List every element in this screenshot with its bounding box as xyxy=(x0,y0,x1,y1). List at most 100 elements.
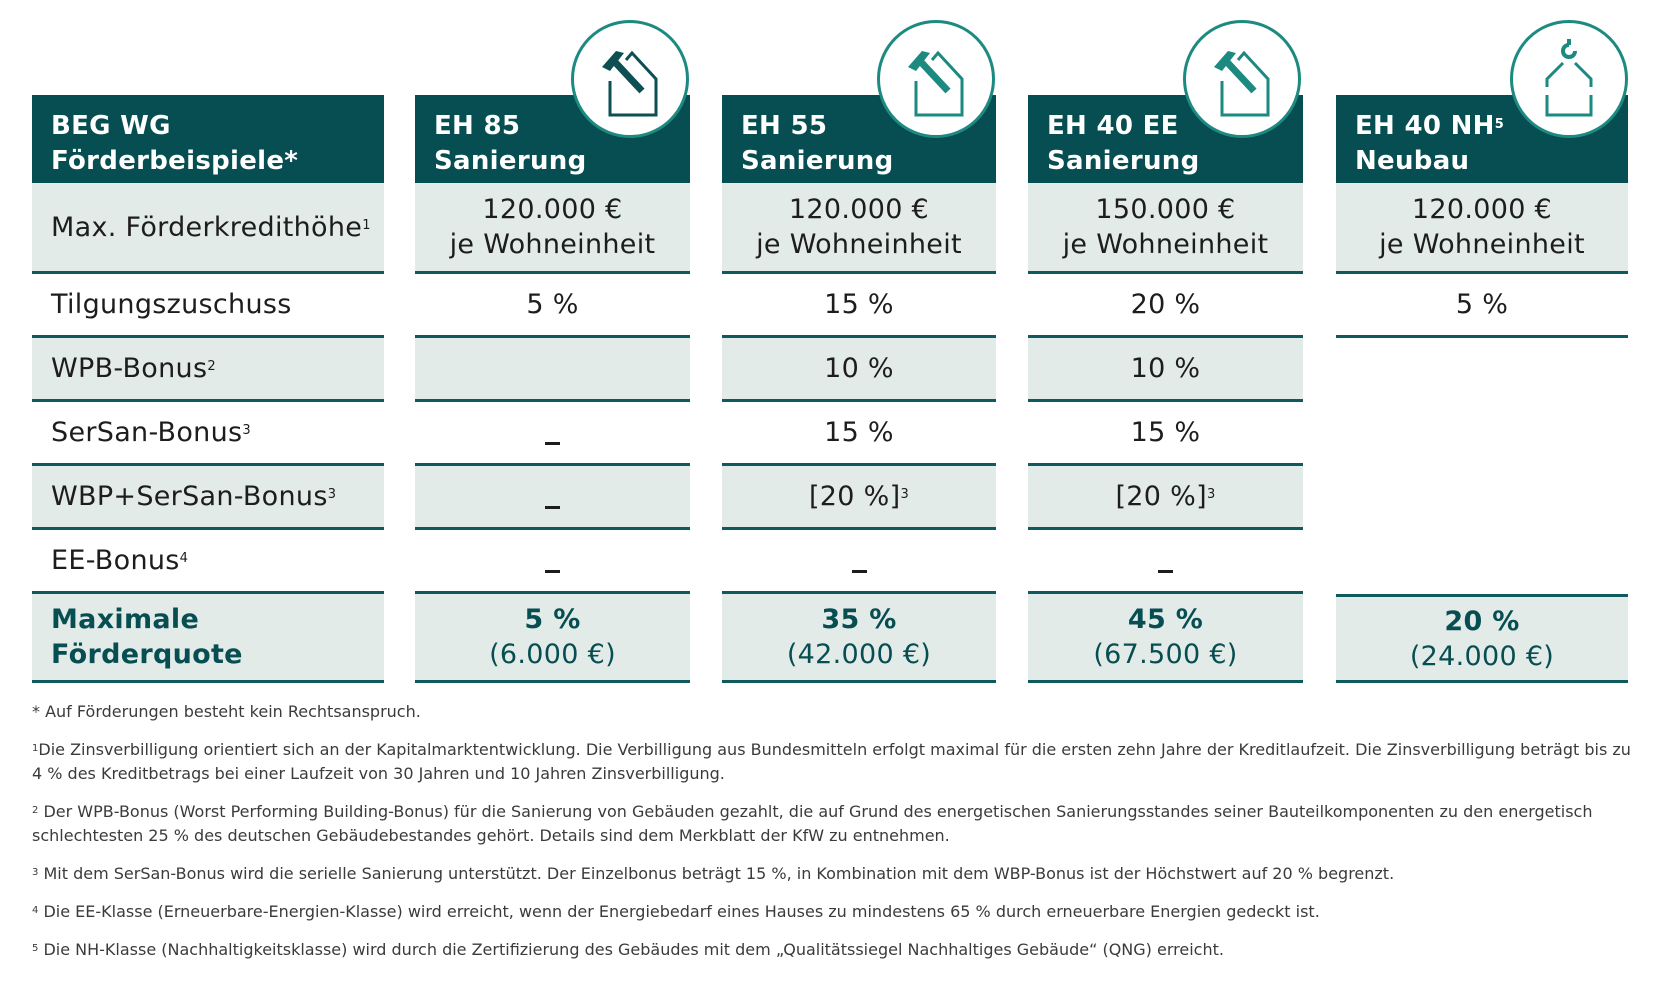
footnote-ref: 5 xyxy=(1494,117,1505,132)
column-subtitle: Sanierung xyxy=(741,146,894,176)
table-header-label: BEG WG Förderbeispiele* xyxy=(32,95,384,183)
cell-sersan: 15 % xyxy=(1028,402,1303,466)
cell-total: 35 % (42.000 €) xyxy=(722,594,996,683)
cell-tilgungszuschuss: 5 % xyxy=(415,274,690,338)
footnote-marker: 3 xyxy=(32,867,39,878)
footnote-ref: 3 xyxy=(327,487,337,502)
cell-wbp-sersan: [20 %] 3 xyxy=(722,466,996,530)
cell-wbp-sersan: [20 %] 3 xyxy=(1028,466,1303,530)
footnote-ref: 1 xyxy=(362,217,371,233)
footnote-marker: 5 xyxy=(32,943,39,954)
cell-credit: 120.000 € je Wohneinheit xyxy=(722,183,996,274)
credit-amount: 150.000 € xyxy=(1095,194,1236,225)
footnote-text: Der WPB-Bonus (Worst Performing Building… xyxy=(32,802,1593,845)
dash-empty xyxy=(545,570,560,573)
value: 5 % xyxy=(1455,289,1509,320)
column-eh40nh: EH 40 NH5 Neubau 120.000 € je Wohneinheit… xyxy=(1336,95,1628,683)
dash-empty xyxy=(1158,570,1173,573)
row-label-text: EE-Bonus xyxy=(51,545,180,576)
column-subtitle: Sanierung xyxy=(434,146,587,176)
credit-unit: je Wohneinheit xyxy=(1379,229,1585,260)
cell-sersan xyxy=(415,402,690,466)
footnote-5: 5 Die NH-Klasse (Nachhaltigkeitsklasse) … xyxy=(32,938,1632,962)
cell-ee xyxy=(722,530,996,594)
footnote-ref: 3 xyxy=(1206,487,1216,502)
house-hammer-icon xyxy=(877,20,995,138)
row-label: WPB-Bonus 2 xyxy=(32,338,384,402)
footnote-ref: 3 xyxy=(242,423,251,438)
cell-ee xyxy=(415,530,690,594)
column-title: EH 85 xyxy=(434,111,521,141)
footnote-marker: 1 xyxy=(32,743,39,754)
header-line1: BEG WG xyxy=(51,111,171,141)
total-label-text: Maximale Förderquote xyxy=(51,604,243,670)
total-amount: (67.500 €) xyxy=(1093,639,1238,670)
footnote-text: Mit dem SerSan-Bonus wird die serielle S… xyxy=(38,864,1395,883)
label-column: BEG WG Förderbeispiele* Max. Förderkredi… xyxy=(32,95,384,683)
footnotes: * Auf Förderungen besteht kein Rechtsans… xyxy=(32,700,1632,976)
empty-cells xyxy=(1336,338,1628,594)
row-label-text: WBP+SerSan-Bonus xyxy=(51,481,328,512)
column-title-text: EH 40 NH xyxy=(1355,111,1495,141)
row-label: WBP+SerSan-Bonus 3 xyxy=(32,466,384,530)
cell-total: 5 % (6.000 €) xyxy=(415,594,690,683)
footnote-marker: 4 xyxy=(32,905,39,916)
total-pct: 5 % xyxy=(524,604,581,635)
row-label-text: Max. Förderkredithöhe xyxy=(51,211,363,243)
value: [20 %] xyxy=(808,481,901,512)
footnote-text: Die EE-Klasse (Erneuerbare-Energien-Klas… xyxy=(38,902,1320,921)
cell-ee xyxy=(1028,530,1303,594)
row-label-total: Maximale Förderquote xyxy=(32,594,384,683)
value: 15 % xyxy=(1130,417,1201,448)
footnote-3: 3 Mit dem SerSan-Bonus wird die serielle… xyxy=(32,862,1632,886)
total-pct: 20 % xyxy=(1444,605,1520,637)
row-label-text: WPB-Bonus xyxy=(51,353,208,384)
credit-amount: 120.000 € xyxy=(1411,194,1553,225)
column-eh55: EH 55 Sanierung 120.000 € je Wohneinheit … xyxy=(722,95,996,683)
column-title: EH 40 EE xyxy=(1047,111,1179,141)
header-line2: Förderbeispiele* xyxy=(51,146,299,176)
cell-credit: 150.000 € je Wohneinheit xyxy=(1028,183,1303,274)
cell-tilgungszuschuss: 5 % xyxy=(1336,274,1628,338)
row-label: Tilgungszuschuss xyxy=(32,274,384,338)
dash-empty xyxy=(545,506,560,509)
value: [20 %] xyxy=(1115,481,1207,512)
footnote-ref: 2 xyxy=(207,359,216,374)
dash-empty xyxy=(545,442,560,445)
total-pct: 45 % xyxy=(1127,604,1204,635)
footnote-asterisk: * Auf Förderungen besteht kein Rechtsans… xyxy=(32,700,1632,724)
footnote-text: Die Zinsverbilligung orientiert sich an … xyxy=(32,740,1631,783)
credit-amount: 120.000 € xyxy=(482,194,623,225)
cell-sersan: 15 % xyxy=(722,402,996,466)
total-amount: (24.000 €) xyxy=(1409,640,1555,672)
row-label: SerSan-Bonus 3 xyxy=(32,402,384,466)
cell-wpb: 10 % xyxy=(722,338,996,402)
column-subtitle: Neubau xyxy=(1355,146,1470,176)
column-title: EH 55 xyxy=(741,111,828,141)
cell-credit: 120.000 € je Wohneinheit xyxy=(1336,183,1628,274)
house-hammer-icon xyxy=(1183,20,1301,138)
row-label: EE-Bonus 4 xyxy=(32,530,384,594)
credit-unit: je Wohneinheit xyxy=(449,229,656,260)
column-subtitle: Sanierung xyxy=(1047,146,1200,176)
footnote-1: 1Die Zinsverbilligung orientiert sich an… xyxy=(32,738,1632,786)
row-label-text: SerSan-Bonus xyxy=(51,417,243,448)
cell-tilgungszuschuss: 20 % xyxy=(1028,274,1303,338)
column-eh85: EH 85 Sanierung 120.000 € je Wohneinheit … xyxy=(415,95,690,683)
footnote-4: 4 Die EE-Klasse (Erneuerbare-Energien-Kl… xyxy=(32,900,1632,924)
cell-credit: 120.000 € je Wohneinheit xyxy=(415,183,690,274)
value: 10 % xyxy=(1130,353,1201,384)
credit-amount: 120.000 € xyxy=(788,194,930,225)
footnote-text: Die NH-Klasse (Nachhaltigkeitsklasse) wi… xyxy=(38,940,1224,959)
credit-unit: je Wohneinheit xyxy=(756,229,962,260)
cell-total: 45 % (67.500 €) xyxy=(1028,594,1303,683)
footnote-2: 2 Der WPB-Bonus (Worst Performing Buildi… xyxy=(32,800,1632,848)
total-amount: (6.000 €) xyxy=(489,639,616,670)
cell-wpb: 10 % xyxy=(1028,338,1303,402)
credit-unit: je Wohneinheit xyxy=(1062,229,1269,260)
value: 5 % xyxy=(526,289,579,320)
footnote-text: Auf Förderungen besteht kein Rechtsanspr… xyxy=(40,702,421,721)
house-crane-hook-icon xyxy=(1510,20,1628,138)
value: 20 % xyxy=(1130,289,1201,320)
cell-total: 20 % (24.000 €) xyxy=(1336,594,1628,683)
